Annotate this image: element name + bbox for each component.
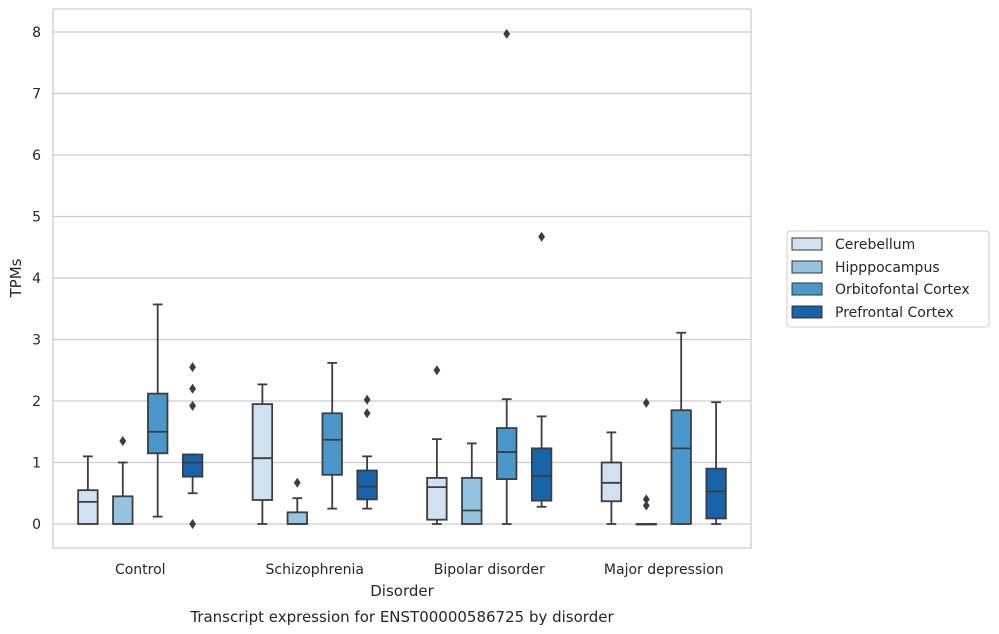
- legend-label-orbitofrontal-cortex: Orbitofontal Cortex: [835, 282, 970, 298]
- outlier-point: [642, 500, 650, 511]
- y-tick-label-3: 3: [32, 333, 41, 349]
- box-body: [251, 403, 274, 501]
- outlier-point: [189, 362, 196, 373]
- y-tick-label-1: 1: [32, 456, 41, 472]
- box-body: [530, 447, 553, 502]
- y-tick-label-4: 4: [32, 271, 41, 287]
- y-tick-label-8: 8: [32, 25, 41, 41]
- box-body: [496, 427, 518, 481]
- y-tick-label-0: 0: [32, 517, 41, 533]
- box-1-1: [286, 477, 308, 525]
- outlier-point: [293, 477, 301, 488]
- outlier-point: [189, 519, 196, 529]
- x-tick-label-1: Schizophrenia: [266, 562, 364, 578]
- grid-lines: [53, 31, 751, 525]
- box-1-2: [461, 442, 483, 525]
- outlier-point: [189, 400, 196, 411]
- box-0-0: [77, 455, 99, 525]
- legend-swatch-cerebellum: [791, 237, 823, 251]
- x-tick-label-0: Control: [115, 562, 166, 578]
- legend-swatch-hippocampus: [791, 260, 823, 274]
- box-body: [670, 409, 692, 525]
- legend-swatch-orbitofrontal-cortex: [791, 282, 823, 296]
- box-1-3: [635, 397, 657, 526]
- box-body: [77, 489, 99, 525]
- outlier-point: [119, 435, 127, 446]
- outlier-point: [642, 397, 650, 408]
- x-axis-ticks: Control Schizophrenia Bipolar disorder Majo…: [115, 562, 724, 578]
- box-2-1: [321, 361, 343, 510]
- y-axis-ticks: 0 1 2 3 4 5 6 7 8: [32, 25, 41, 533]
- y-tick-label-6: 6: [32, 148, 41, 164]
- y-tick-label-5: 5: [32, 210, 41, 226]
- box-3-3: [705, 401, 727, 525]
- outlier-point: [363, 394, 371, 405]
- box-body: [181, 453, 204, 478]
- outlier-point: [538, 231, 545, 242]
- box-body: [461, 476, 483, 525]
- box-3-1: [356, 394, 378, 510]
- box-body: [600, 461, 623, 503]
- outlier-point: [363, 408, 371, 419]
- box-2-3: [670, 331, 692, 525]
- outlier-point: [433, 365, 441, 376]
- box-3-2: [530, 231, 553, 508]
- legend-label-hippocampus: Hipppocampus: [835, 260, 940, 276]
- box-body: [286, 511, 308, 525]
- box-body: [147, 392, 169, 455]
- chart-title: Transcript expression for ENST0000058672…: [189, 608, 614, 626]
- box-3-0: [181, 362, 204, 529]
- box-body: [705, 467, 727, 520]
- legend-frame: [786, 230, 990, 328]
- y-tick-label-7: 7: [32, 87, 41, 103]
- legend: Cerebellum Hipppocampus Orbitofontal Cor…: [786, 230, 990, 328]
- y-axis-title: TPMs: [7, 258, 25, 298]
- box-0-3: [600, 431, 623, 525]
- legend-label-prefrontal-cortex: Prefrontal Cortex: [835, 305, 954, 321]
- box-2-2: [496, 28, 518, 525]
- box-2-0: [147, 303, 169, 518]
- box-body: [426, 476, 448, 521]
- box-plot-series: [77, 28, 727, 529]
- y-tick-label-2: 2: [32, 394, 41, 410]
- box-0-2: [426, 365, 448, 525]
- legend-label-cerebellum: Cerebellum: [835, 237, 915, 253]
- outlier-point: [642, 494, 650, 505]
- x-tick-label-3: Major depression: [604, 562, 724, 578]
- outlier-point: [189, 383, 196, 394]
- box-body: [112, 495, 134, 525]
- box-body: [321, 412, 343, 476]
- legend-swatch-prefrontal-cortex: [791, 305, 823, 319]
- outlier-point: [503, 28, 511, 39]
- x-tick-label-2: Bipolar disorder: [434, 562, 545, 578]
- box-1-0: [112, 435, 134, 525]
- box-body: [356, 469, 378, 501]
- box-0-1: [251, 383, 274, 525]
- plot-area-frame: [52, 8, 752, 549]
- x-axis-title: Disorder: [370, 582, 434, 600]
